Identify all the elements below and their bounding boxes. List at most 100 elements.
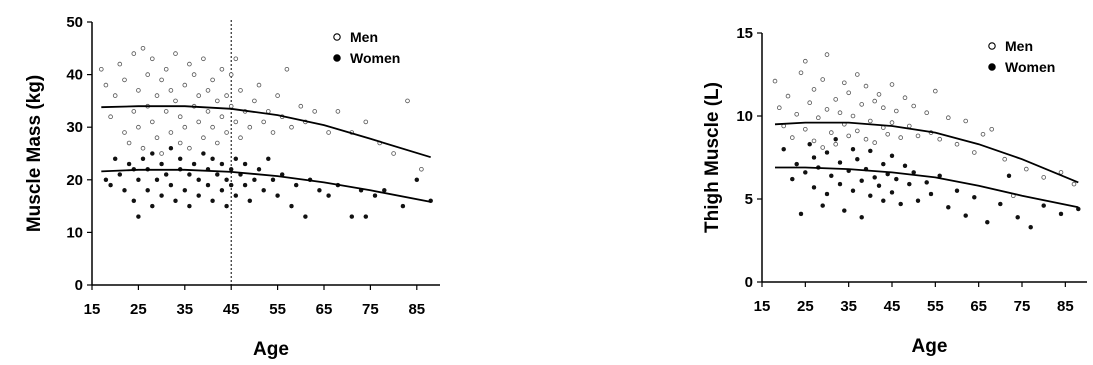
thigh-muscle-point-women xyxy=(946,205,951,210)
thigh-muscle-point-men xyxy=(790,135,795,140)
muscle-mass-point-men xyxy=(228,72,234,77)
muscle-mass-point-men xyxy=(168,88,174,93)
thigh-muscle-point-women xyxy=(803,170,808,175)
muscle-mass-point-men xyxy=(140,45,146,51)
muscle-mass-point-men xyxy=(205,109,211,114)
muscle-mass-point-men xyxy=(210,124,215,130)
muscle-mass-point-women xyxy=(215,172,220,177)
muscle-mass-point-women xyxy=(196,193,201,198)
muscle-mass-point-women xyxy=(136,214,141,219)
muscle-mass-point-men xyxy=(326,130,331,135)
muscle-mass-point-women xyxy=(219,188,225,193)
muscle-mass-point-men xyxy=(187,145,192,151)
thigh-muscle-point-women xyxy=(985,219,990,225)
muscle-mass-point-women xyxy=(168,145,174,151)
thigh-muscle-point-women xyxy=(954,188,960,193)
muscle-mass-point-women xyxy=(117,172,123,177)
thigh-muscle-point-women xyxy=(807,141,812,147)
muscle-mass-legend-marker-men xyxy=(333,33,341,41)
thigh-muscle-point-men xyxy=(850,113,856,119)
muscle-mass-point-men xyxy=(99,67,104,72)
muscle-mass-point-women xyxy=(363,214,369,219)
muscle-mass-point-men xyxy=(136,124,141,130)
muscle-mass-point-men xyxy=(173,51,178,56)
muscle-mass-point-men xyxy=(177,114,183,119)
muscle-mass-point-men xyxy=(112,93,118,98)
thigh-muscle-y-axis-title: Thigh Muscle (L) xyxy=(702,82,723,233)
muscle-mass-point-men xyxy=(405,98,410,104)
muscle-mass-point-men xyxy=(289,124,294,130)
muscle-mass-point-men xyxy=(140,145,146,151)
thigh-muscle-point-men xyxy=(963,118,969,124)
thigh-muscle-point-women xyxy=(1015,215,1020,220)
thigh-muscle-point-men xyxy=(898,135,904,140)
muscle-mass-point-women xyxy=(228,182,234,188)
muscle-mass-point-men xyxy=(298,103,304,109)
thigh-muscle-legend-marker-men xyxy=(988,42,996,50)
muscle-mass-point-women xyxy=(159,161,164,167)
thigh-muscle-point-men xyxy=(842,80,847,86)
muscle-mass-x-tick-label: 35 xyxy=(176,301,193,318)
muscle-mass-point-men xyxy=(163,67,169,72)
muscle-mass-point-women xyxy=(154,177,160,183)
muscle-mass-point-women xyxy=(326,193,331,198)
thigh-muscle-point-women xyxy=(881,198,886,203)
muscle-mass-point-women xyxy=(261,188,266,193)
muscle-mass-point-men xyxy=(335,109,341,114)
thigh-muscle-point-men xyxy=(945,115,951,120)
thigh-muscle-point-men xyxy=(889,82,895,87)
muscle-mass-point-men xyxy=(168,130,174,135)
thigh-muscle-point-men xyxy=(803,58,808,64)
muscle-mass-point-men xyxy=(136,88,141,93)
thigh-muscle-point-men xyxy=(855,128,860,134)
thigh-muscle-y-tick-label: 10 xyxy=(736,108,753,125)
thigh-muscle-chart: 0 5 10 15 15 25 35 45 55 65 75 85 Age Thigh Muscle (L… xyxy=(690,0,1093,365)
thigh-muscle-point-men xyxy=(846,90,852,96)
thigh-muscle-point-men xyxy=(881,105,886,110)
muscle-mass-point-women xyxy=(266,156,271,162)
thigh-muscle-point-women xyxy=(850,146,856,152)
muscle-mass-chart: 0 10 20 30 40 50 15 25 35 45 55 65 75 85 Age Muscle Mas… xyxy=(0,0,450,365)
muscle-mass-point-women xyxy=(224,177,229,183)
thigh-muscle-point-men xyxy=(868,118,873,124)
thigh-muscle-point-men xyxy=(989,127,995,132)
muscle-mass-point-men xyxy=(256,82,262,88)
thigh-muscle-point-women xyxy=(907,181,912,187)
muscle-mass-point-women xyxy=(159,193,164,198)
thigh-muscle-x-tick-label: 65 xyxy=(970,298,987,315)
thigh-muscle-point-men xyxy=(933,88,938,94)
muscle-mass-point-men xyxy=(201,56,206,62)
thigh-muscle-point-men xyxy=(859,102,865,107)
thigh-muscle-point-men xyxy=(837,110,843,115)
thigh-muscle-point-men xyxy=(855,72,860,77)
muscle-mass-point-men xyxy=(117,61,123,67)
thigh-muscle-point-women xyxy=(855,156,860,162)
muscle-mass-point-men xyxy=(177,140,183,146)
thigh-muscle-point-men xyxy=(894,108,899,114)
thigh-muscle-point-men xyxy=(816,115,821,120)
muscle-mass-point-women xyxy=(103,177,109,183)
muscle-mass-point-men xyxy=(205,88,211,93)
thigh-muscle-point-men xyxy=(811,87,817,92)
muscle-mass-point-women xyxy=(182,188,188,193)
muscle-mass-point-women xyxy=(414,177,420,183)
muscle-mass-point-women xyxy=(112,156,118,162)
muscle-mass-point-men xyxy=(238,88,243,93)
muscle-mass-point-men xyxy=(419,167,424,172)
muscle-mass-point-men xyxy=(163,109,169,114)
thigh-muscle-point-women xyxy=(859,178,864,183)
thigh-muscle-fit-line-men xyxy=(774,121,1079,184)
thigh-muscle-point-men xyxy=(811,138,817,144)
thigh-muscle-point-men xyxy=(954,141,960,147)
muscle-mass-point-women xyxy=(242,182,248,188)
muscle-mass-point-women xyxy=(191,161,197,167)
thigh-muscle-point-women xyxy=(928,191,934,197)
thigh-muscle-x-tick-label: 25 xyxy=(797,298,814,315)
muscle-mass-point-men xyxy=(131,109,137,114)
muscle-mass-x-tick-label: 65 xyxy=(316,301,333,318)
thigh-muscle-point-women xyxy=(1041,203,1046,208)
thigh-muscle-point-women xyxy=(794,161,799,167)
thigh-muscle-point-men xyxy=(772,78,778,84)
thigh-muscle-point-men xyxy=(829,130,834,135)
thigh-muscle-point-women xyxy=(811,155,817,160)
